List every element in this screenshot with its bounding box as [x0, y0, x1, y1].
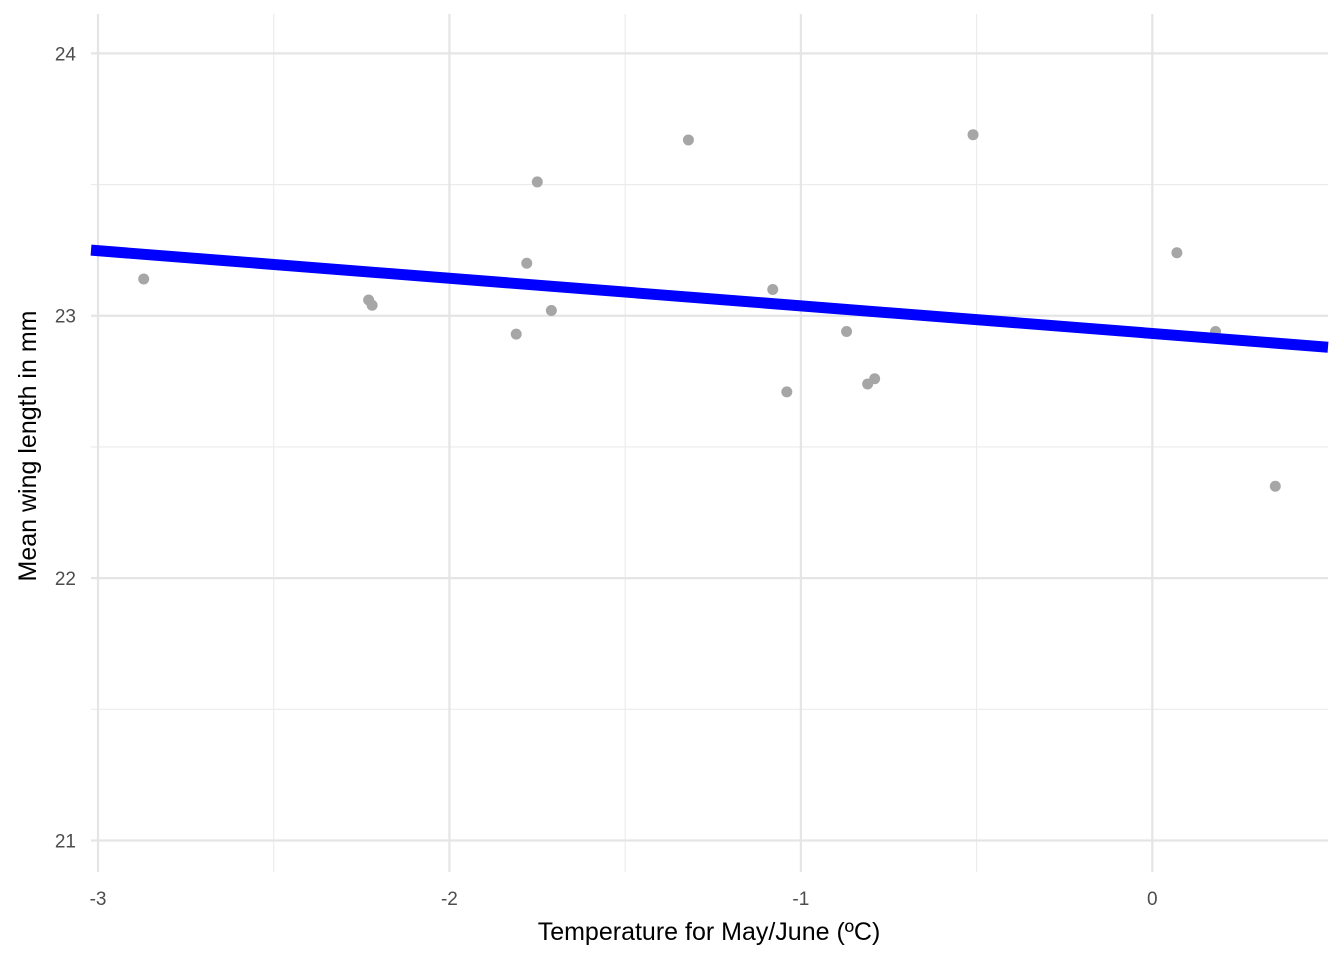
x-axis-tick-labels: -3 -2 -1 0	[90, 889, 1158, 910]
x-tick-label: -1	[792, 889, 809, 910]
y-tick-label: 23	[55, 307, 76, 328]
x-tick-label: -2	[441, 889, 458, 910]
data-point	[510, 328, 522, 340]
data-point	[1269, 480, 1281, 492]
data-points	[138, 129, 1281, 492]
y-axis-title: Mean wing length in mm	[14, 311, 42, 582]
trend-line	[90, 244, 1329, 353]
y-tick-label: 24	[55, 44, 77, 65]
data-point	[781, 386, 793, 398]
x-tick-label: 0	[1147, 889, 1158, 910]
data-point	[531, 176, 543, 188]
data-point	[682, 134, 694, 146]
major-gridlines	[91, 14, 1328, 872]
y-tick-label: 22	[55, 569, 76, 590]
data-point	[869, 373, 881, 385]
data-point	[138, 273, 150, 285]
data-point	[545, 304, 557, 316]
y-axis-tick-labels: 21 22 23 24	[55, 44, 77, 852]
x-axis-title: Temperature for May/June (ºC)	[538, 918, 881, 946]
data-point	[1171, 247, 1183, 259]
data-point	[767, 284, 779, 296]
x-tick-label: -3	[90, 889, 107, 910]
data-point	[521, 257, 533, 269]
data-point	[366, 299, 378, 311]
y-tick-label: 21	[55, 832, 76, 853]
data-point	[841, 325, 853, 337]
data-point	[967, 129, 979, 141]
trend-line-group	[90, 244, 1329, 353]
minor-gridlines	[91, 14, 1328, 872]
